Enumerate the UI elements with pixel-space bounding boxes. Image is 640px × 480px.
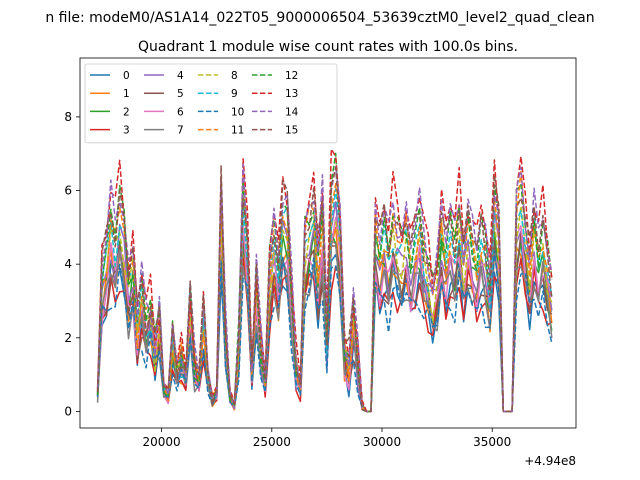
series-line-10 xyxy=(96,249,553,413)
legend-label: 7 xyxy=(177,125,184,137)
x-axis: 20000 25000 30000 35000 xyxy=(142,428,511,449)
x-tick-label: 20000 xyxy=(142,435,180,449)
series-line-11 xyxy=(96,170,552,413)
x-tick-label: 25000 xyxy=(253,435,291,449)
chart-title: Quadrant 1 module wise count rates with … xyxy=(138,39,518,55)
x-tick-label: 30000 xyxy=(363,435,401,449)
legend-label: 15 xyxy=(285,125,298,137)
legend-label: 10 xyxy=(231,106,244,118)
legend-label: 9 xyxy=(231,88,238,100)
plot-frame xyxy=(79,57,577,429)
legend-label: 14 xyxy=(285,106,299,118)
legend-label: 5 xyxy=(177,88,184,100)
legend-label: 3 xyxy=(123,125,130,137)
series-layer xyxy=(96,148,553,413)
y-tick-label: 8 xyxy=(64,110,72,124)
legend-label: 13 xyxy=(285,88,298,100)
y-tick-label: 2 xyxy=(64,331,72,345)
figure-suptitle: n file: modeM0/AS1A14_022T05_9000006504_… xyxy=(45,10,594,26)
legend-label: 4 xyxy=(177,70,184,82)
legend-label: 0 xyxy=(123,70,130,82)
legend-label: 11 xyxy=(231,125,244,137)
series-line-8 xyxy=(96,205,553,413)
legend-label: 8 xyxy=(231,70,238,82)
legend-box xyxy=(84,63,338,144)
x-tick-label: 35000 xyxy=(473,435,511,449)
legend-label: 6 xyxy=(177,106,184,118)
series-line-15 xyxy=(96,165,553,413)
x-offset-label: +4.94e8 xyxy=(524,454,576,468)
legend-label: 1 xyxy=(123,88,130,100)
y-tick-label: 0 xyxy=(64,404,72,418)
y-axis: 0 2 4 6 8 xyxy=(64,110,80,418)
legend-label: 2 xyxy=(123,106,130,118)
y-tick-label: 6 xyxy=(64,184,72,198)
y-tick-label: 4 xyxy=(64,257,72,271)
legend-label: 12 xyxy=(285,70,298,82)
